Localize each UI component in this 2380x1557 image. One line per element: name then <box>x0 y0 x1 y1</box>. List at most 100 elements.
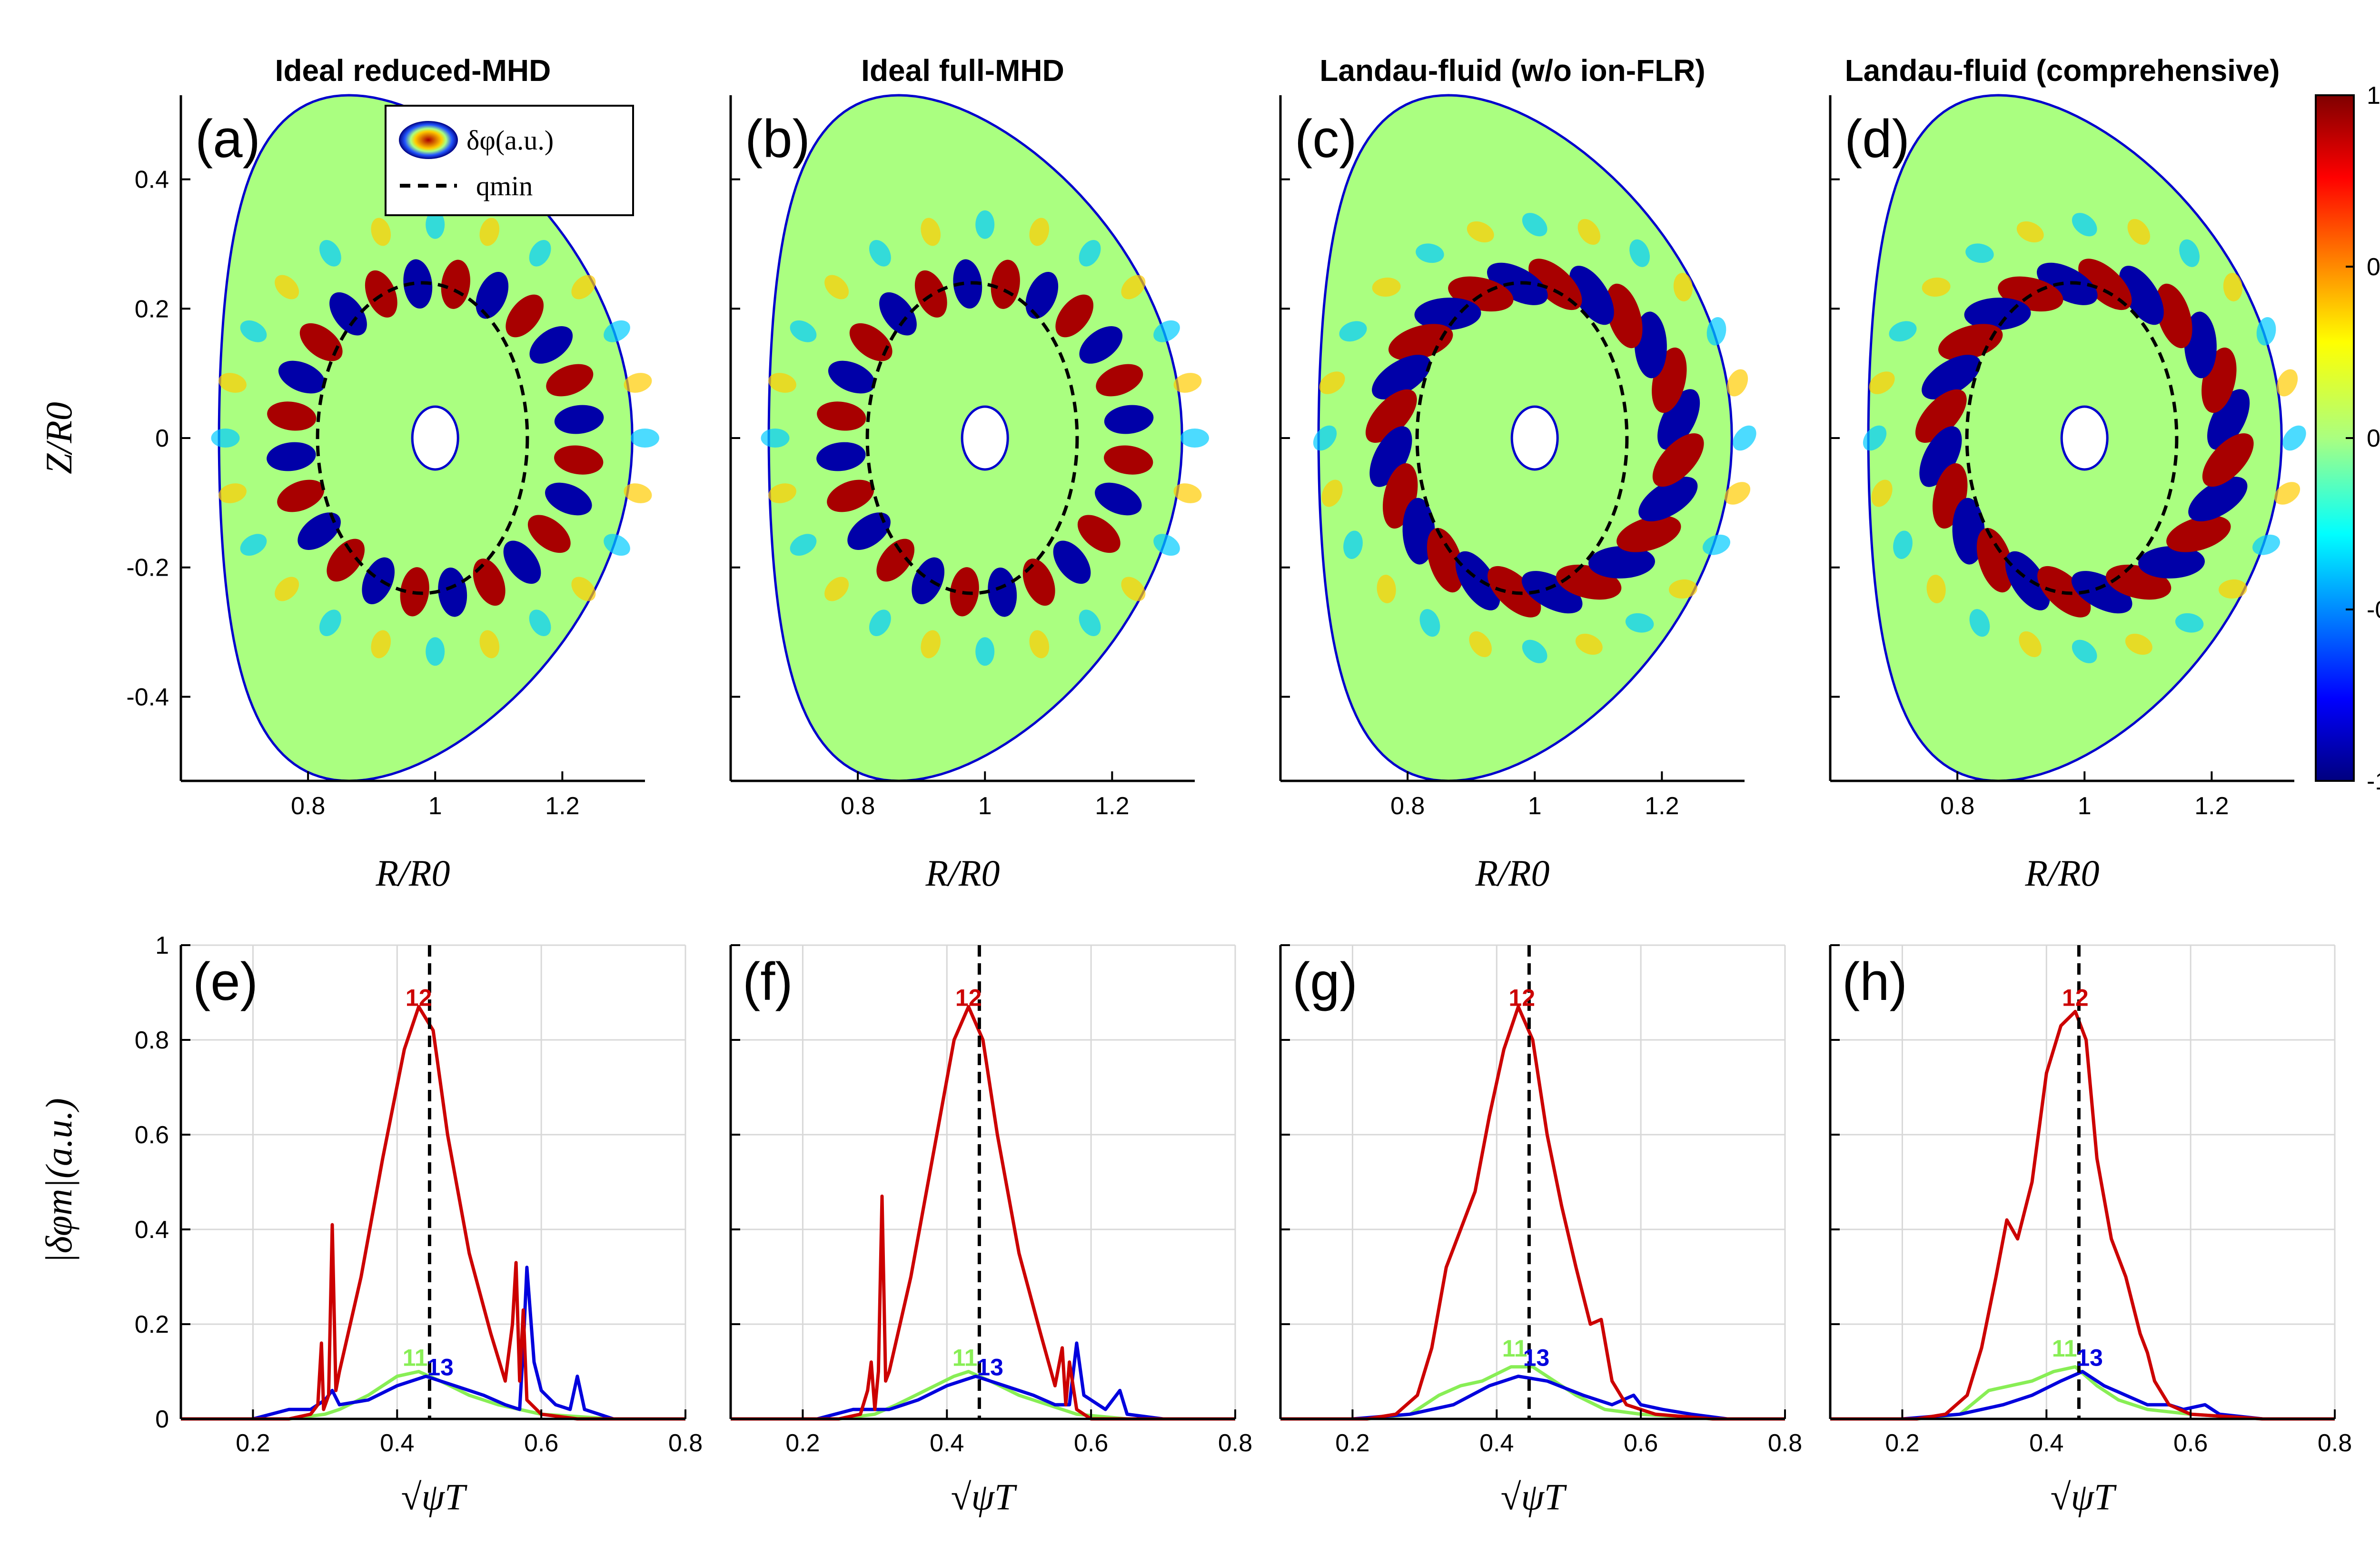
mode-ripple <box>824 577 849 601</box>
mode-ripple <box>479 218 500 246</box>
mode-label-m12: 12 <box>1508 984 1535 1011</box>
mode-ripple <box>869 240 891 267</box>
mode-blob <box>817 401 866 431</box>
y-tick-label: -0.4 <box>126 683 169 711</box>
mode-ripple <box>761 429 790 448</box>
mode-ripple <box>1726 369 1748 397</box>
x-tick-label: 0.2 <box>236 1429 270 1457</box>
mode-blob <box>1915 389 1967 443</box>
mode-blob <box>473 559 506 606</box>
mode-ripple <box>1079 609 1101 637</box>
mode-ripple <box>2016 221 2044 243</box>
y-tick-label: 0 <box>155 1406 169 1433</box>
series-m12-line <box>1830 1009 2335 1421</box>
x-axis-label: R/R0 <box>925 852 1000 894</box>
x-tick-label: 1 <box>2078 792 2092 820</box>
mode-blob <box>1657 389 1700 450</box>
mode-ripple <box>768 373 796 393</box>
mode-ripple <box>1629 239 1650 267</box>
mode-blob <box>912 557 945 605</box>
mode-ripple <box>1733 425 1756 451</box>
x-tick-label: 1.2 <box>1095 792 1129 820</box>
series-m13-line <box>1830 1370 2335 1421</box>
mode-blob <box>2071 571 2132 614</box>
mode-ripple <box>240 534 267 556</box>
panel-label: (d) <box>1844 109 1910 169</box>
mode-ripple <box>2256 317 2276 346</box>
mode-ripple <box>1313 425 1337 451</box>
mode-label-m12: 12 <box>406 984 432 1011</box>
x-tick-label: 0.4 <box>2029 1429 2063 1457</box>
mode-blob <box>438 567 467 617</box>
mode-ripple <box>824 275 849 299</box>
x-tick-label: 0.6 <box>1074 1429 1108 1457</box>
y-tick-label: 0.2 <box>135 295 169 323</box>
mode-blob <box>1104 405 1154 434</box>
mode-ripple <box>2223 273 2242 301</box>
mode-blob <box>267 401 317 431</box>
series-m12-line <box>181 1005 685 1421</box>
magnetic-axis-hole <box>961 405 1009 471</box>
mode-ripple <box>2274 482 2301 505</box>
mode-blob <box>527 515 571 553</box>
x-tick-label: 0.8 <box>291 792 325 820</box>
mode-ripple <box>2218 579 2247 599</box>
series-m12-line <box>1280 1005 1785 1421</box>
x-tick-label: 0.6 <box>524 1429 558 1457</box>
colorbar: 1 0.5 0 -0.5 -1 <box>2315 82 2380 795</box>
mode-ripple <box>319 609 341 637</box>
y-tick-label: 0 <box>155 425 169 452</box>
x-tick-label: 0.4 <box>380 1429 414 1457</box>
mode-blob <box>1414 298 1481 330</box>
mode-ripple <box>2175 613 2204 633</box>
legend: δφ(a.u.) qmin <box>385 105 634 216</box>
qmin-legend-label: qmin <box>476 170 533 201</box>
mode-blob <box>1964 298 2031 330</box>
mode-ripple <box>371 218 391 246</box>
mode-label-m11: 11 <box>1502 1335 1527 1362</box>
mode-blob <box>2202 433 2254 487</box>
mode-blob <box>1427 528 1464 593</box>
mode-blob <box>1365 389 1417 443</box>
mode-blob <box>2184 311 2217 379</box>
mode-ripple <box>1522 639 1547 663</box>
mode-ripple <box>1321 479 1343 507</box>
mode-label-m12: 12 <box>2062 984 2089 1011</box>
mode-blob <box>267 442 316 471</box>
x-tick-label: 0.2 <box>785 1429 820 1457</box>
mode-blob <box>1096 364 1143 397</box>
mode-ripple <box>1029 218 1050 246</box>
mode-ripple <box>426 637 445 666</box>
mode-ripple <box>604 534 630 556</box>
mode-blob <box>828 360 875 394</box>
mode-ripple <box>1575 633 1603 655</box>
y-tick-label: 0.4 <box>135 1216 169 1244</box>
mode-label-m13: 13 <box>2076 1345 2103 1371</box>
mode-ripple <box>604 320 630 342</box>
y-axis-label: Z/R0 <box>38 402 79 474</box>
series-m12-line <box>731 1005 1235 1421</box>
mode-ripple <box>571 577 596 601</box>
mode-blob <box>953 259 982 309</box>
mode-ripple <box>1121 275 1146 299</box>
qmin-surface <box>1965 281 2179 595</box>
qmin-surface <box>316 281 529 595</box>
mode-ripple <box>2282 425 2306 451</box>
mode-ripple <box>1926 575 1946 603</box>
mode-ripple <box>1372 277 1401 297</box>
mode-label-m11: 11 <box>2052 1335 2077 1362</box>
x-tick-label: 1.2 <box>545 792 579 820</box>
mode-ripple <box>624 373 652 393</box>
mode-ripple <box>218 373 247 393</box>
panel-title: Ideal full-MHD <box>861 53 1064 88</box>
mode-ripple <box>1173 373 1202 393</box>
mode-blob <box>1922 355 1981 399</box>
mode-blob <box>1976 528 2013 593</box>
mode-blob <box>503 540 541 584</box>
magnetic-axis-hole <box>411 405 459 471</box>
mode-blob <box>1638 477 1698 521</box>
x-tick-label: 1.2 <box>2194 792 2229 820</box>
mode-ripple <box>1893 530 1913 559</box>
